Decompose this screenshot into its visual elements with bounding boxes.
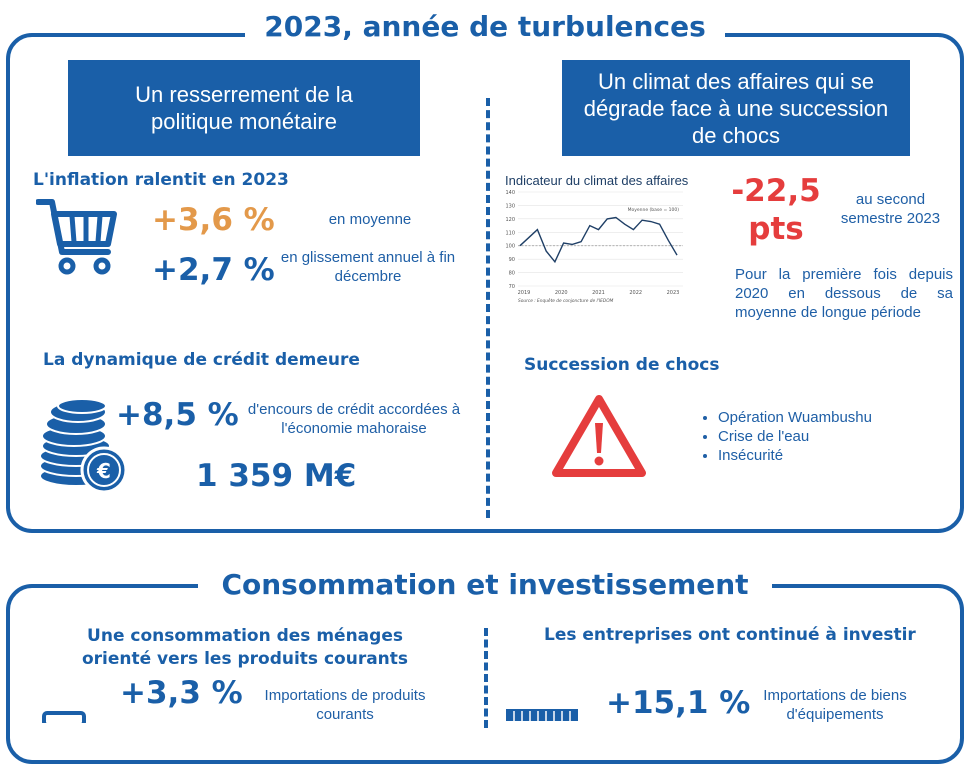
credit-title: La dynamique de crédit demeure bbox=[43, 350, 360, 370]
section1-divider bbox=[486, 98, 490, 518]
chart-x-tick-label: 2022 bbox=[629, 290, 642, 296]
right-header-label: Un climat des affaires qui se dégrade fa… bbox=[583, 68, 889, 148]
chart-y-tick-label: 140 bbox=[505, 190, 515, 196]
section2-divider bbox=[484, 628, 488, 728]
chart-legend: Moyenne (base = 100) bbox=[628, 207, 680, 213]
drop-note: Pour la première fois depuis 2020 en des… bbox=[735, 266, 953, 321]
inflation-title: L'inflation ralentit en 2023 bbox=[33, 170, 289, 190]
credit-amount: 1 359 M€ bbox=[196, 458, 357, 494]
consumption-value: +3,3 % bbox=[120, 675, 243, 711]
investment-value: +15,1 % bbox=[606, 685, 751, 721]
investment-label: Importations de biens d'équipements bbox=[763, 687, 907, 723]
consumption-label: Importations de produits courants bbox=[264, 687, 426, 723]
business-climate-chart: 70 80 90 100 110 120 130 140 2019 2020 2021 2022 202… bbox=[505, 190, 683, 304]
section2-title: Consommation et investissement bbox=[198, 568, 772, 602]
credit-value: +8,5 % bbox=[116, 397, 239, 433]
chart-y-tick-label: 80 bbox=[509, 271, 515, 277]
chart-x-tick-label: 2023 bbox=[667, 290, 680, 296]
chart-y-tick-label: 100 bbox=[505, 244, 515, 250]
shock-item: Opération Wuambushu bbox=[718, 408, 872, 427]
shock-item: Insécurité bbox=[718, 446, 872, 465]
shipping-container-icon bbox=[504, 706, 580, 723]
chart-y-tick-label: 130 bbox=[505, 203, 515, 209]
drop-label: au second semestre 2023 bbox=[840, 191, 941, 227]
credit-label: d'encours de crédit accordées à l'économ… bbox=[247, 401, 461, 437]
chart-y-tick-label: 90 bbox=[509, 257, 515, 263]
chart-y-tick-label: 70 bbox=[509, 284, 515, 290]
chart-y-tick-label: 120 bbox=[505, 217, 515, 223]
shock-item: Crise de l'eau bbox=[718, 427, 872, 446]
svg-text:€: € bbox=[96, 459, 111, 483]
left-header-label: Un resserrement de la politique monétair… bbox=[135, 82, 353, 134]
shopping-cart-icon bbox=[35, 196, 118, 276]
chart-x-tick-label: 2020 bbox=[555, 290, 568, 296]
inflation-yoy-value: +2,7 % bbox=[152, 252, 275, 288]
chart-title: Indicateur du climat des affaires bbox=[505, 173, 689, 188]
shocks-list: Opération Wuambushu Crise de l'eau Inséc… bbox=[700, 408, 872, 465]
investment-title: Les entreprises ont continué à investir bbox=[544, 625, 916, 645]
inflation-yoy-label: en glissement annuel à fin décembre bbox=[280, 249, 456, 285]
section1-title: 2023, année de turbulences bbox=[245, 10, 725, 44]
chart-y-tick-label: 110 bbox=[505, 230, 515, 236]
euro-coins-icon: € bbox=[36, 398, 136, 494]
drop-value: -22,5 pts bbox=[731, 173, 821, 247]
chart-x-tick-label: 2019 bbox=[518, 290, 531, 296]
right-header-box: Un climat des affaires qui se dégrade fa… bbox=[562, 60, 910, 156]
left-header-box: Un resserrement de la politique monétair… bbox=[68, 60, 420, 156]
shocks-title: Succession de chocs bbox=[524, 355, 720, 375]
warning-icon bbox=[550, 393, 648, 481]
consumption-title: Une consommation des ménages orienté ver… bbox=[81, 626, 409, 669]
inflation-avg-label: en moyenne bbox=[328, 211, 412, 228]
chart-x-tick-label: 2021 bbox=[592, 290, 605, 296]
inflation-avg-value: +3,6 % bbox=[152, 202, 275, 238]
chart-series-line bbox=[519, 216, 678, 264]
chart-source: Source : Enquête de conjoncture de l'IED… bbox=[518, 297, 614, 304]
